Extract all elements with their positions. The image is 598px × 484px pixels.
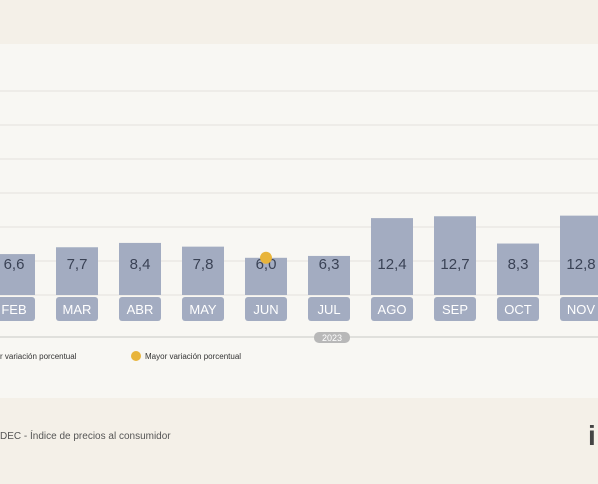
category-label: MAR (63, 302, 92, 317)
source-note: DEC - Índice de precios al consumidor (0, 431, 171, 442)
category-label: FEB (1, 302, 26, 317)
legend-marker-high (131, 351, 141, 361)
value-label: 12,4 (377, 256, 406, 273)
value-label: 6,6 (4, 256, 25, 273)
category-label: NOV (567, 302, 596, 317)
category-label: JUL (317, 302, 340, 317)
bar (560, 215, 598, 295)
category-label-box (497, 297, 539, 321)
brand-logo: i (588, 420, 596, 451)
bar (245, 257, 287, 295)
legend-label-high: Mayor variación porcentual (145, 352, 241, 361)
category-label-box (245, 297, 287, 321)
value-label: 8,4 (130, 256, 151, 273)
category-label: AGO (378, 302, 407, 317)
value-label: 12,7 (440, 256, 469, 273)
value-label: 7,8 (193, 256, 214, 273)
year-label: 2023 (322, 333, 342, 343)
value-label: 7,7 (67, 256, 88, 273)
value-label: 12,8 (566, 256, 595, 273)
category-label: ABR (127, 302, 154, 317)
bar (308, 255, 350, 295)
category-label-box (56, 297, 98, 321)
chart-panel: 6,6 FEB 7,7 MAR 8,4 ABR 7,8 MAY 6,0 JUN 6,3 JUL 12,4… (0, 44, 598, 398)
bar (182, 246, 224, 295)
category-label: SEP (442, 302, 468, 317)
category-label-box (371, 297, 413, 321)
category-label-box (560, 297, 598, 321)
legend-label-low: r variación porcentual (0, 352, 77, 361)
bar (119, 242, 161, 295)
value-label: 6,3 (319, 256, 340, 273)
bar (0, 254, 35, 295)
category-label: MAY (189, 302, 217, 317)
category-label-box (182, 297, 224, 321)
category-label-box (434, 297, 476, 321)
bar (434, 216, 476, 295)
low-marker (260, 251, 272, 264)
bar (56, 247, 98, 295)
category-label: OCT (504, 302, 532, 317)
bar (497, 243, 539, 295)
bar-chart: 6,6FEB7,7MAR8,4ABR7,8MAY6,0JUN6,3JUL12,4… (0, 90, 598, 361)
category-label: JUN (253, 302, 278, 317)
value-label: 8,3 (508, 256, 529, 273)
category-label-box (308, 297, 350, 321)
year-badge (314, 332, 350, 343)
category-label-box (0, 297, 35, 321)
category-label-box (119, 297, 161, 321)
bar (371, 218, 413, 295)
